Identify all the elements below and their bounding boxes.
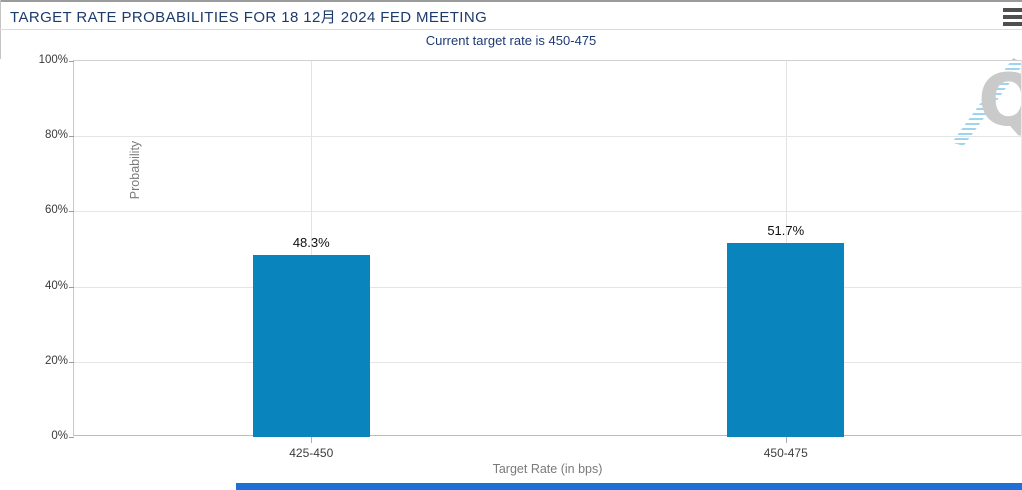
bar-425-450[interactable] xyxy=(252,255,370,437)
plot-area: 0% 20% 40% 60% 80% 100% 48.3% 425-450 51.7% 450-4… xyxy=(39,54,1022,460)
page-title: TARGET RATE PROBABILITIES FOR 18 12月 202… xyxy=(10,9,488,26)
y-gridline xyxy=(74,286,1021,288)
y-axis-tick xyxy=(69,437,74,438)
y-tick-label: 60% xyxy=(44,204,68,217)
x-axis-title: Target Rate (in bps) xyxy=(492,462,603,476)
bar-450-475[interactable] xyxy=(727,242,845,437)
y-axis-tick xyxy=(69,211,74,213)
x-axis-tick xyxy=(785,437,787,443)
hamburger-line xyxy=(1003,22,1022,26)
y-gridline xyxy=(74,361,1021,363)
y-axis-tick xyxy=(69,361,74,363)
y-tick-label: 40% xyxy=(44,279,68,292)
bottom-accent-strip xyxy=(236,483,1022,490)
y-gridline xyxy=(74,211,1021,213)
y-axis-title: Probability xyxy=(128,140,142,200)
x-axis-tick xyxy=(311,437,313,443)
current-target-rate-subtitle: Current target rate is 450-475 xyxy=(425,33,597,48)
y-axis-tick xyxy=(69,136,74,138)
y-axis-tick xyxy=(69,61,74,62)
page-top-border xyxy=(0,0,1022,2)
y-axis-tick xyxy=(69,286,74,288)
x-category-label: 425-450 xyxy=(289,446,334,460)
y-tick-label: 20% xyxy=(44,354,68,367)
x-gridline xyxy=(311,61,313,435)
y-tick-label: 80% xyxy=(44,129,68,142)
bar-value-label: 51.7% xyxy=(767,222,805,238)
y-tick-label: 100% xyxy=(38,54,68,66)
x-category-label: 450-475 xyxy=(763,446,808,460)
hamburger-line xyxy=(1003,15,1022,19)
hamburger-menu-icon[interactable] xyxy=(1003,8,1022,29)
y-gridline xyxy=(74,136,1021,138)
title-divider xyxy=(0,29,1022,30)
hamburger-line xyxy=(1003,8,1022,12)
bar-value-label: 48.3% xyxy=(292,235,330,251)
y-tick-label: 0% xyxy=(51,430,68,442)
